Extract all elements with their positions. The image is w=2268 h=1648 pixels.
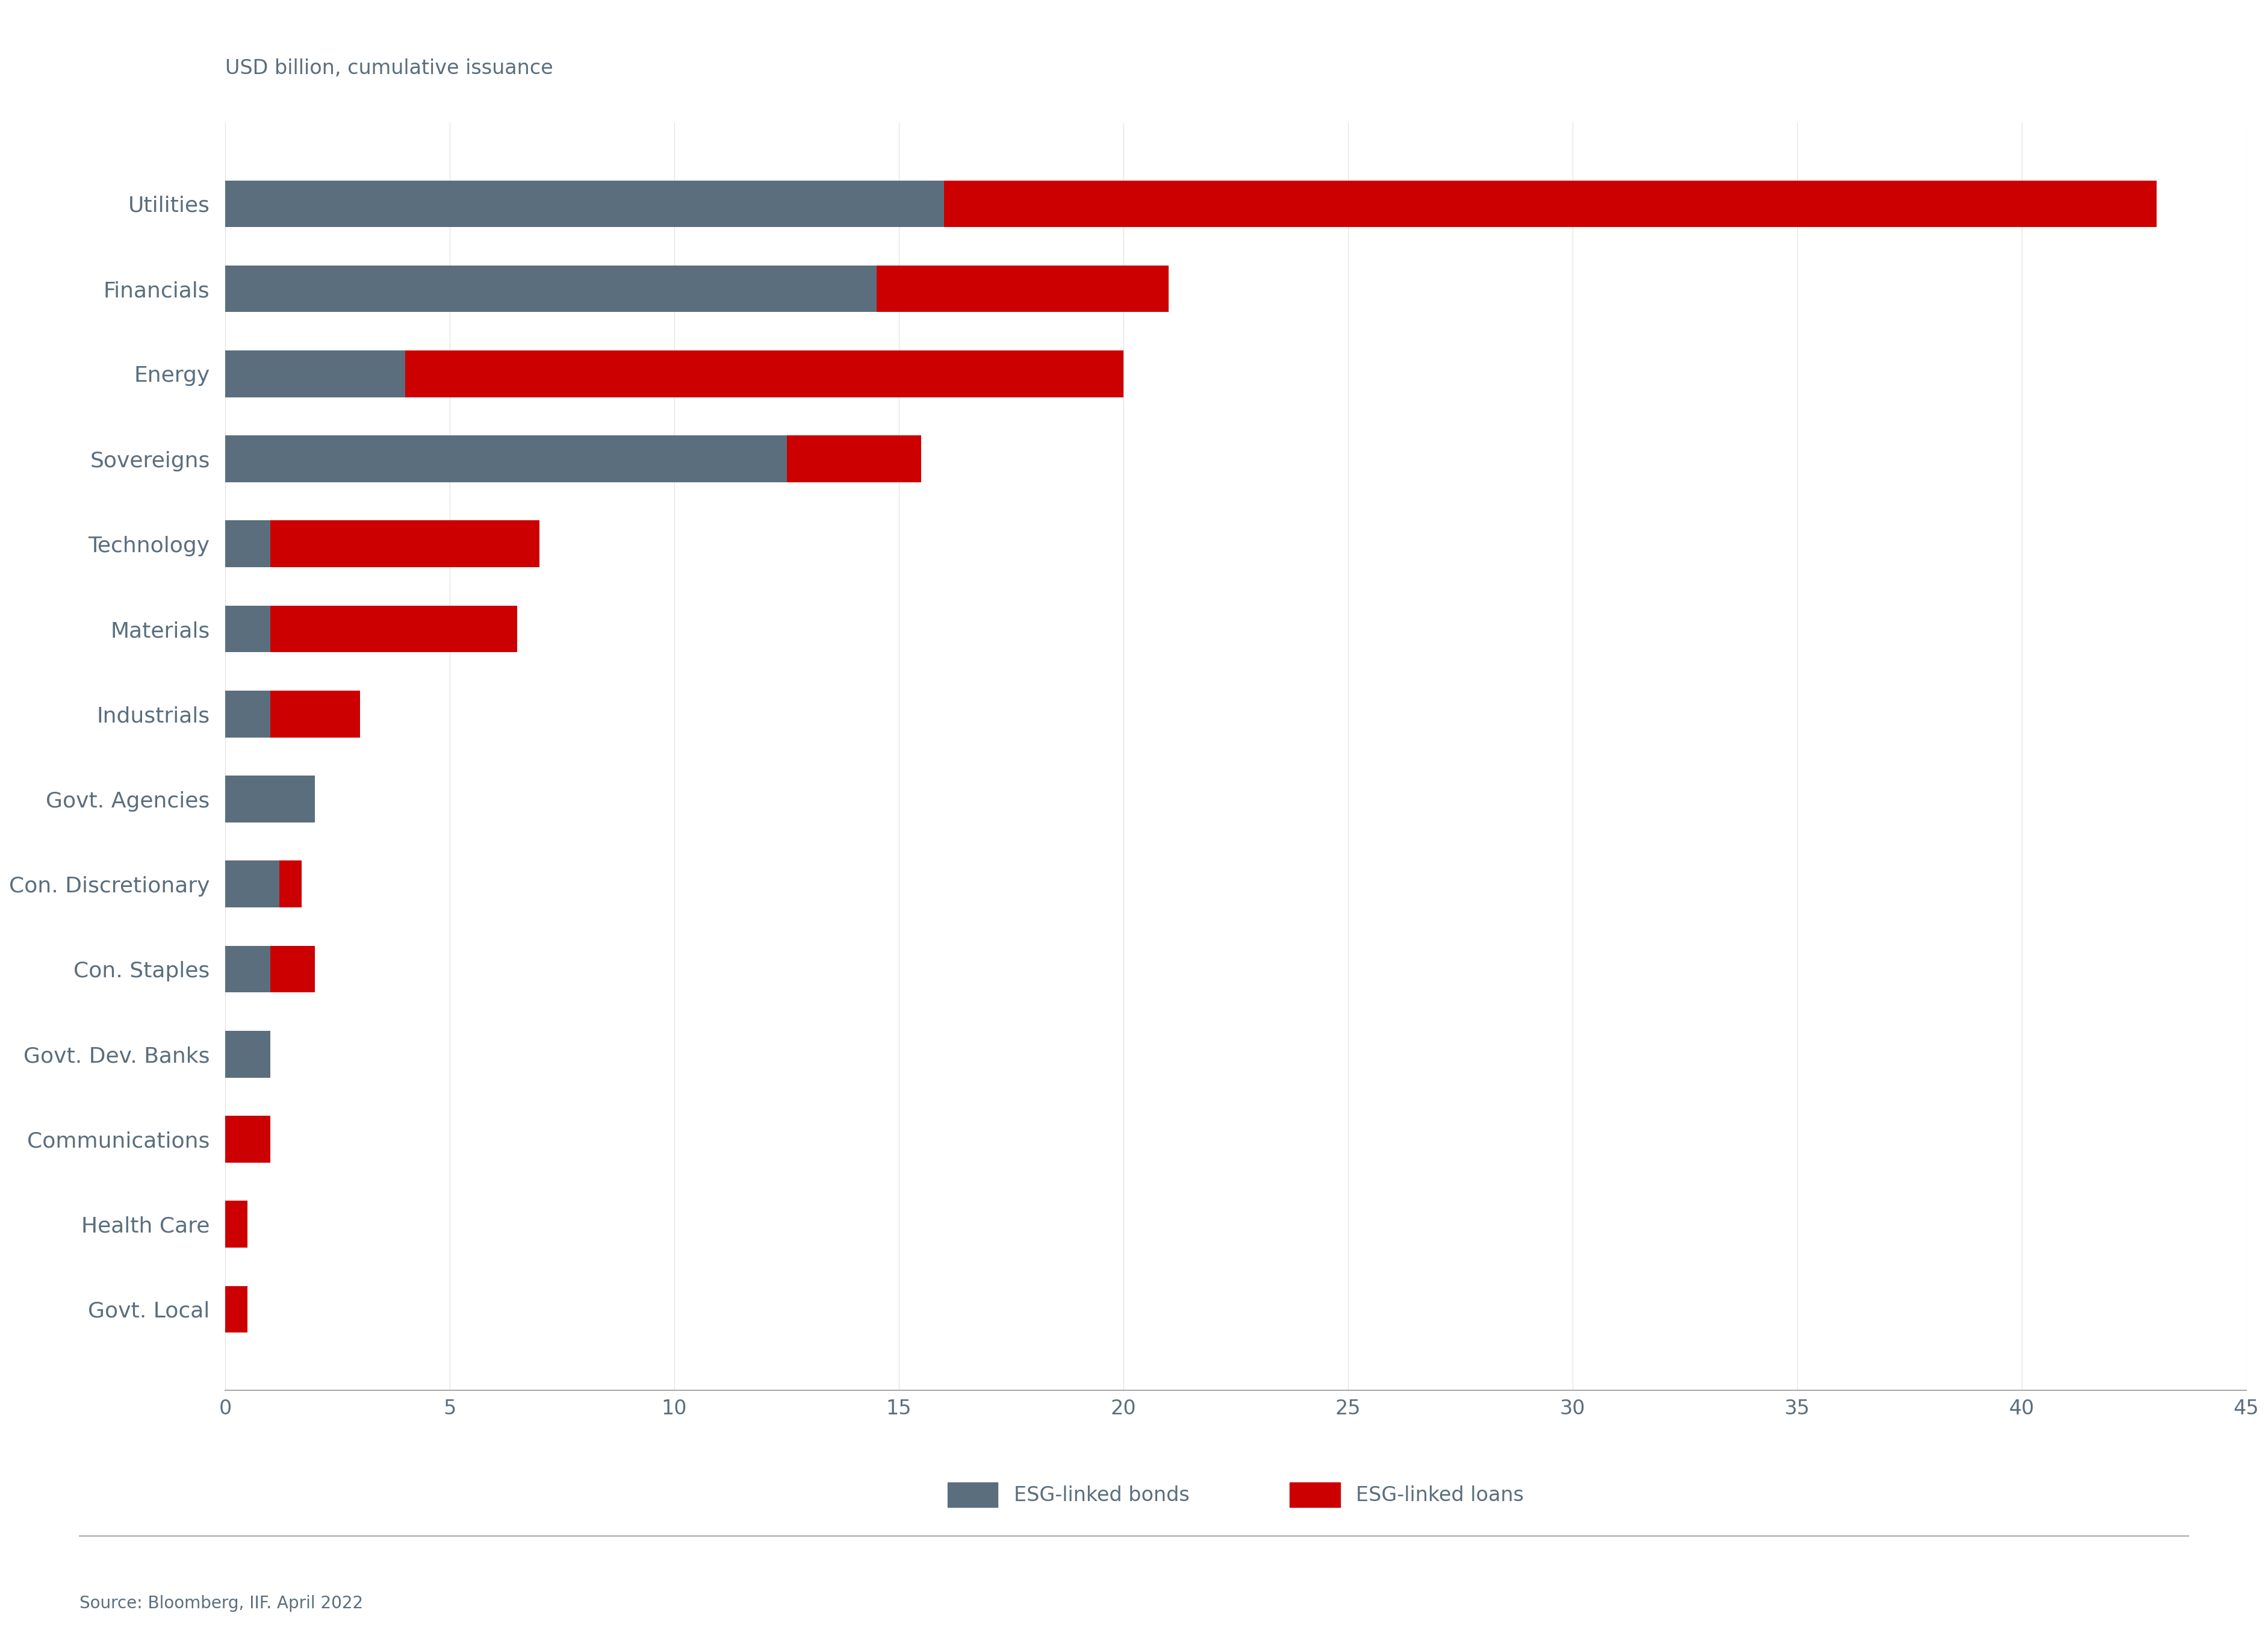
Bar: [225, 1116, 270, 1162]
Bar: [225, 351, 406, 397]
Bar: [225, 605, 270, 653]
Bar: [406, 351, 1123, 397]
Bar: [787, 435, 921, 483]
Bar: [225, 435, 787, 483]
Bar: [225, 691, 270, 737]
Text: Source: Bloomberg, IIF. April 2022: Source: Bloomberg, IIF. April 2022: [79, 1595, 363, 1612]
Bar: [270, 605, 517, 653]
Bar: [943, 180, 2157, 227]
Legend: ESG-linked bonds, ESG-linked loans: ESG-linked bonds, ESG-linked loans: [948, 1483, 1524, 1506]
Bar: [225, 946, 270, 992]
Bar: [270, 521, 540, 567]
Bar: [270, 946, 315, 992]
Bar: [225, 776, 315, 822]
Bar: [225, 180, 943, 227]
Bar: [225, 265, 875, 311]
Bar: [225, 860, 279, 908]
Bar: [270, 691, 361, 737]
Bar: [875, 265, 1168, 311]
Bar: [279, 860, 302, 908]
Bar: [225, 1201, 247, 1248]
Bar: [225, 1285, 247, 1333]
Bar: [225, 1030, 270, 1078]
Text: USD billion, cumulative issuance: USD billion, cumulative issuance: [225, 59, 553, 79]
Bar: [225, 521, 270, 567]
